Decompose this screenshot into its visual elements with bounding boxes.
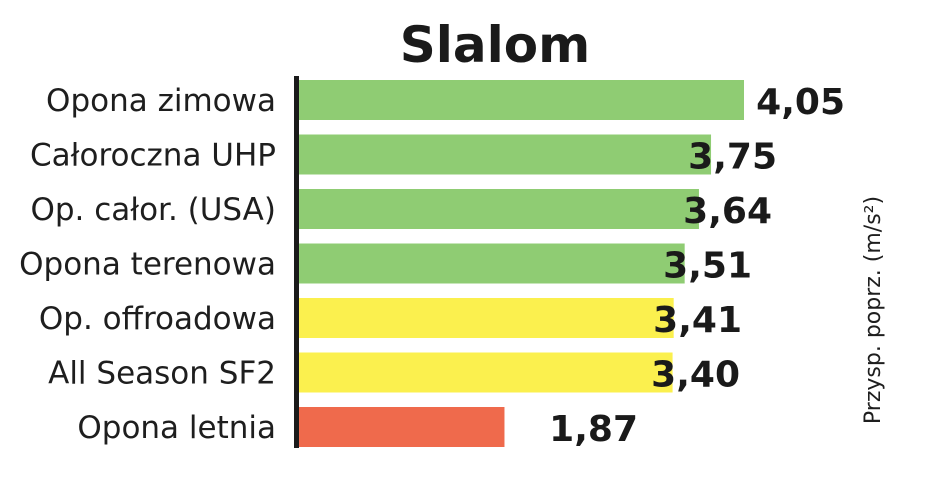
category-label: Całoroczna UHP: [30, 138, 276, 174]
category-label: Opona letnia: [77, 410, 276, 446]
chart-title: Slalom: [400, 16, 590, 74]
category-label: All Season SF2: [48, 356, 276, 392]
value-label: 3,75: [688, 137, 777, 178]
value-label: 3,40: [651, 355, 740, 396]
value-label: 4,05: [756, 82, 845, 123]
category-label: Opona terenowa: [19, 247, 276, 283]
value-label: 3,64: [683, 191, 772, 232]
value-label: 3,41: [653, 300, 742, 341]
bar: [299, 134, 712, 175]
category-label: Op. offroadowa: [39, 301, 276, 337]
category-label: Op. całor. (USA): [30, 192, 276, 228]
category-labels: Opona zimowa Całoroczna UHP Op. całor. (US…: [19, 83, 276, 446]
y-axis-label: Przysp. poprz. (m/s²): [861, 196, 886, 424]
bar: [299, 80, 744, 120]
category-label: Opona zimowa: [46, 83, 276, 119]
bar-group: [299, 80, 744, 447]
bar: [299, 189, 699, 229]
bar: [299, 298, 674, 338]
bar: [299, 243, 685, 284]
value-label: 1,87: [549, 409, 638, 450]
value-label: 3,51: [663, 246, 752, 287]
value-labels: 4,05 3,75 3,64 3,51 3,41 3,40 1,87: [549, 82, 845, 450]
bar: [299, 407, 505, 447]
bar: [299, 352, 673, 393]
